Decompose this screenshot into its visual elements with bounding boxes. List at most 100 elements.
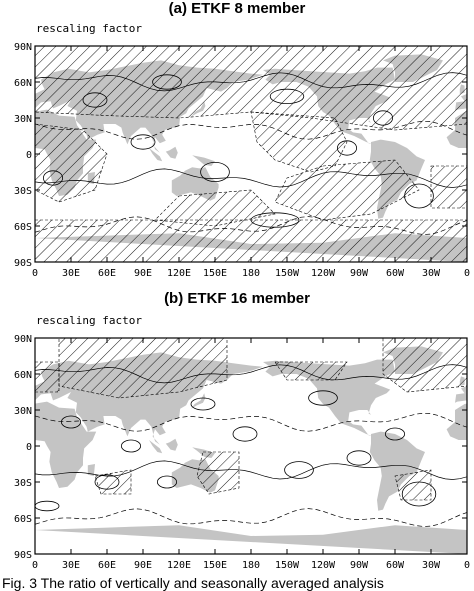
hatched-region — [154, 189, 276, 227]
land-mass — [35, 401, 97, 488]
land-mass — [0, 346, 11, 374]
hatched-region — [382, 338, 467, 393]
contour-line — [82, 92, 108, 108]
land-mass — [35, 525, 467, 554]
hatched-region — [35, 361, 60, 393]
lon-tick-label: 60W — [386, 560, 405, 571]
panel-a-map-label: rescaling factor — [36, 22, 142, 35]
contour-line — [269, 88, 305, 105]
contour-line — [156, 475, 177, 489]
lon-tick-label: 120E — [167, 268, 191, 279]
contour-line — [43, 170, 64, 186]
lon-tick-label: 150E — [203, 268, 227, 279]
contour-line — [308, 390, 338, 406]
lat-tick-label: 60S — [14, 222, 32, 233]
lat-tick-label: 30N — [14, 406, 32, 417]
lon-tick-label: 180 — [242, 560, 260, 571]
lon-tick-label: 60E — [98, 560, 116, 571]
land-mass — [369, 431, 425, 511]
contour-line — [250, 212, 300, 228]
contour-line — [372, 110, 393, 126]
land-mass — [87, 464, 95, 476]
figure-caption: Fig. 3 The ratio of vertically and seaso… — [2, 575, 384, 591]
contour-line — [35, 364, 467, 384]
land-mass — [149, 148, 163, 162]
contour-line — [404, 183, 434, 209]
lon-tick-label: 30W — [422, 560, 441, 571]
contour-line — [190, 397, 216, 411]
lon-tick-label: 90E — [134, 560, 152, 571]
lat-tick-label: 60N — [14, 78, 32, 89]
contour-line — [35, 508, 467, 527]
lat-tick-label: 90N — [14, 334, 32, 345]
contour-line — [35, 412, 467, 432]
lat-tick-label: 60N — [14, 370, 32, 381]
land-mass — [165, 146, 178, 159]
panel-b-title: (b) ETKF 16 member — [164, 290, 310, 307]
hatched-region — [35, 219, 467, 262]
lon-tick-label: 0 — [464, 268, 470, 279]
contour-line — [130, 134, 156, 150]
land-mass — [467, 233, 474, 262]
contour-line — [35, 168, 467, 188]
contour-line — [61, 415, 82, 429]
lat-tick-label: 30N — [14, 114, 32, 125]
lon-tick-label: 60W — [386, 268, 405, 279]
lon-tick-label: 90W — [350, 268, 369, 279]
land-mass — [455, 385, 467, 403]
land-mass — [0, 54, 11, 82]
lon-tick-label: 120W — [311, 268, 336, 279]
lon-tick-label: 150E — [203, 560, 227, 571]
contour-line — [401, 481, 437, 507]
lat-tick-label: 0 — [26, 150, 32, 161]
land-mass — [171, 167, 219, 201]
lon-tick-label: 120E — [167, 560, 191, 571]
lon-tick-label: 180 — [242, 268, 260, 279]
contour-line — [35, 120, 467, 140]
lon-tick-label: 120W — [311, 560, 336, 571]
contour-line — [232, 426, 258, 442]
lon-tick-label: 30E — [62, 268, 80, 279]
contour-line — [152, 74, 182, 90]
lon-tick-label: 0 — [464, 560, 470, 571]
contour-line — [35, 460, 467, 480]
lat-tick-label: 30S — [14, 478, 32, 489]
lat-tick-label: 90S — [14, 550, 32, 561]
lon-tick-label: 150W — [275, 560, 300, 571]
lat-tick-label: 30S — [14, 186, 32, 197]
lon-tick-label: 90E — [134, 268, 152, 279]
lat-tick-label: 60S — [14, 514, 32, 525]
hatched-region — [274, 159, 420, 221]
contour-line — [94, 474, 120, 490]
land-mass — [446, 403, 467, 440]
lat-tick-label: 0 — [26, 442, 32, 453]
hatched-region — [196, 451, 240, 495]
land-mass — [467, 525, 474, 554]
hatched-region — [274, 361, 348, 381]
contour-line — [121, 439, 142, 453]
land-mass — [263, 359, 395, 437]
contour-line — [35, 500, 60, 512]
lon-tick-label: 0 — [32, 268, 38, 279]
lon-tick-label: 0 — [32, 560, 38, 571]
contour-line — [35, 216, 467, 235]
land-mass — [149, 440, 163, 454]
land-mass — [165, 438, 178, 451]
panel-a-title: (a) ETKF 8 member — [168, 0, 306, 17]
panel-b-map-label: rescaling factor — [36, 314, 142, 327]
lat-tick-label: 90N — [14, 42, 32, 53]
contour-line — [336, 140, 357, 156]
lon-tick-label: 30W — [422, 268, 441, 279]
lon-tick-label: 30E — [62, 560, 80, 571]
lat-tick-label: 90S — [14, 258, 32, 269]
contour-line — [384, 427, 405, 441]
contour-line — [346, 450, 372, 466]
contour-line — [284, 461, 314, 479]
contour-line — [200, 161, 230, 182]
contour-line — [35, 72, 467, 92]
hatched-region — [394, 469, 432, 501]
lon-tick-label: 150W — [275, 268, 300, 279]
lon-tick-label: 60E — [98, 268, 116, 279]
